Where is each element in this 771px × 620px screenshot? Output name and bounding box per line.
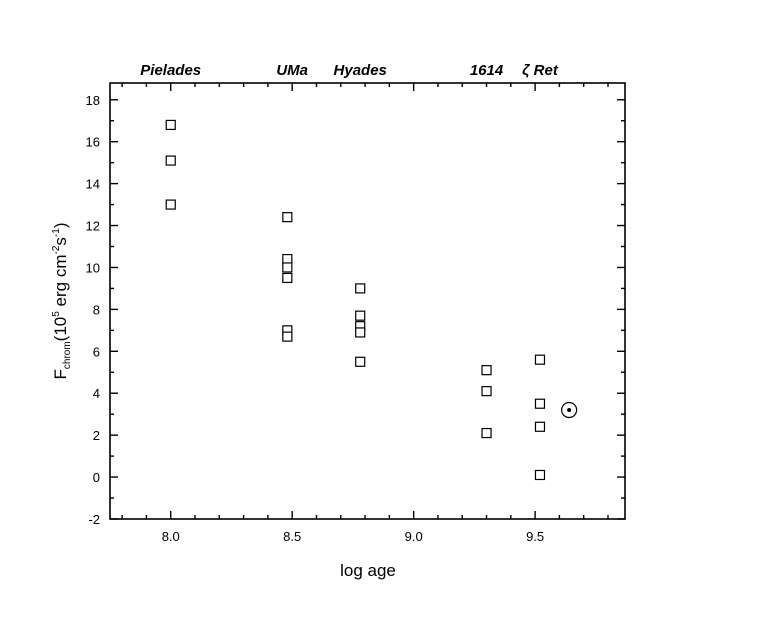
y-tick-label: 0 (93, 470, 100, 485)
x-tick-label: 8.5 (283, 529, 301, 544)
y-tick-label: 12 (86, 219, 100, 234)
x-tick-label: 9.0 (405, 529, 423, 544)
y-axis-title-exp3: -1 (51, 228, 62, 237)
y-axis-title-units-mid2: s (51, 237, 70, 246)
data-point-square (282, 253, 293, 265)
data-point-square (355, 356, 366, 367)
data-point-square (481, 365, 492, 376)
group-label: Pielades (140, 62, 201, 79)
group-label: ζ Ret (522, 62, 559, 79)
group-label: Hyades (334, 62, 387, 79)
y-tick-labels: -2 0 2 4 6 8 10 12 14 16 18 (86, 93, 100, 527)
data-point-square (282, 212, 293, 223)
group-label: 1614 (470, 62, 504, 79)
data-markers (165, 119, 578, 481)
data-point-square (282, 262, 293, 273)
group-labels: Pielades UMa Hyades 1614 ζ Ret (140, 62, 559, 79)
x-tick-label: 9.5 (526, 529, 544, 544)
y-axis-title: Fchrom(105 erg cm-2s-1) (51, 223, 73, 380)
data-point-square (165, 155, 176, 166)
y-axis-title-sub: chrom (62, 341, 73, 369)
y-tick-label: 2 (93, 428, 100, 443)
y-tick-label: -2 (88, 512, 100, 527)
y-tick-label: 16 (86, 135, 100, 150)
data-point-square (534, 354, 546, 365)
group-label: UMa (276, 62, 308, 79)
y-tick-label: 14 (86, 177, 100, 192)
data-point-square (282, 331, 293, 342)
x-tick-labels: 8.0 8.5 9.0 9.5 (162, 529, 544, 544)
data-point-square (282, 272, 293, 284)
data-point-square (534, 421, 546, 432)
data-point-square (534, 398, 546, 409)
data-point-square (165, 119, 176, 131)
data-point-square (534, 469, 546, 481)
data-point-square (481, 427, 492, 439)
plot-frame (109, 82, 626, 520)
sun-symbol-dot (567, 408, 572, 412)
y-axis-title-units-close: ) (51, 223, 70, 229)
y-tick-label: 4 (93, 386, 100, 401)
sun-symbol-point (561, 401, 578, 419)
data-point-square (355, 283, 366, 294)
y-tick-label: 8 (93, 302, 100, 317)
y-axis-title-exp1: 5 (51, 311, 62, 317)
y-axis-title-exp2: -2 (51, 245, 62, 254)
axis-ticks (110, 83, 625, 520)
y-axis-title-units-mid: erg cm (51, 254, 70, 311)
x-axis-title: log age (340, 561, 396, 580)
data-point-square (355, 327, 366, 338)
y-tick-label: 6 (93, 344, 100, 359)
y-tick-label: 10 (86, 260, 100, 275)
data-point-square (165, 199, 176, 210)
y-tick-label: 18 (86, 93, 100, 108)
data-point-square (481, 386, 492, 397)
x-tick-label: 8.0 (162, 529, 180, 544)
y-axis-title-main: F (51, 369, 70, 379)
y-axis-title-units-open: (10 (51, 317, 70, 342)
data-point-square (355, 310, 366, 321)
